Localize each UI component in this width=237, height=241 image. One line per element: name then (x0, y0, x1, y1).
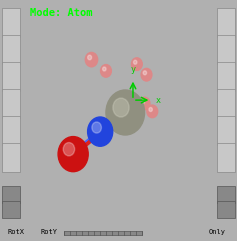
Circle shape (141, 68, 152, 81)
Circle shape (58, 137, 88, 172)
Circle shape (88, 55, 92, 60)
FancyBboxPatch shape (217, 201, 236, 218)
FancyBboxPatch shape (217, 89, 236, 118)
Circle shape (139, 97, 150, 110)
FancyBboxPatch shape (1, 116, 20, 145)
Circle shape (113, 98, 129, 117)
Circle shape (106, 90, 145, 135)
Circle shape (85, 53, 98, 67)
Circle shape (133, 60, 137, 64)
Circle shape (63, 142, 75, 156)
Text: Mode: Atom: Mode: Atom (30, 8, 92, 18)
FancyBboxPatch shape (217, 116, 236, 145)
FancyBboxPatch shape (1, 35, 20, 64)
Text: y: y (131, 65, 136, 74)
Text: RotX: RotX (7, 229, 24, 235)
Circle shape (88, 117, 113, 146)
FancyBboxPatch shape (217, 35, 236, 64)
Circle shape (143, 71, 147, 75)
FancyBboxPatch shape (1, 143, 20, 172)
Bar (64, 231, 142, 235)
Circle shape (92, 122, 101, 133)
FancyBboxPatch shape (1, 62, 20, 91)
FancyBboxPatch shape (1, 89, 20, 118)
Text: x: x (156, 96, 161, 105)
FancyBboxPatch shape (217, 143, 236, 172)
Circle shape (100, 65, 111, 77)
FancyBboxPatch shape (217, 62, 236, 91)
FancyBboxPatch shape (1, 8, 20, 37)
FancyBboxPatch shape (217, 186, 236, 202)
Circle shape (103, 67, 106, 71)
Circle shape (149, 107, 152, 112)
FancyBboxPatch shape (217, 8, 236, 37)
FancyBboxPatch shape (1, 201, 20, 218)
Circle shape (132, 58, 142, 70)
Circle shape (141, 100, 145, 104)
Text: Only: Only (209, 229, 226, 235)
FancyBboxPatch shape (1, 186, 20, 202)
Circle shape (147, 105, 158, 118)
Text: RotY: RotY (40, 229, 57, 235)
